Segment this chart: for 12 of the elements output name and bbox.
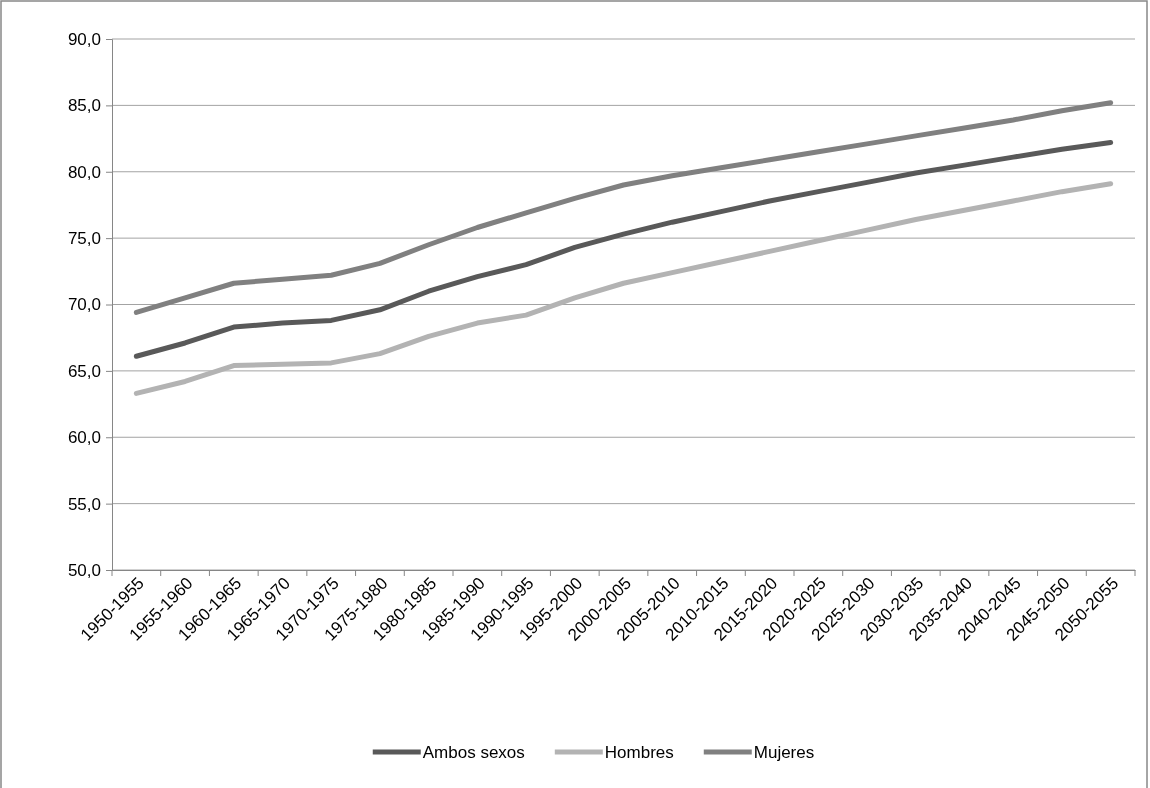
y-tick-label: 90,0: [67, 29, 101, 49]
y-tick-label: 50,0: [67, 560, 101, 580]
y-tick-label: 80,0: [67, 162, 101, 182]
y-tick-label: 70,0: [67, 295, 101, 315]
y-tick-label: 75,0: [67, 229, 101, 249]
y-tick-label: 85,0: [67, 96, 101, 116]
y-tick-label: 65,0: [67, 361, 101, 381]
legend-label: Hombres: [604, 743, 674, 762]
legend-label: Mujeres: [753, 743, 815, 762]
legend-label: Ambos sexos: [422, 743, 525, 762]
y-tick-label: 55,0: [67, 494, 101, 514]
y-tick-label: 60,0: [67, 428, 101, 448]
